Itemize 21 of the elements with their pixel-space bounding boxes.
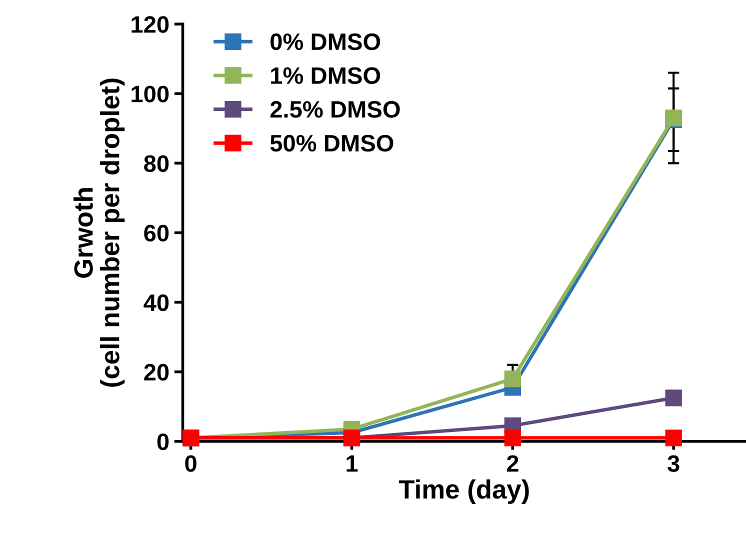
y-tick-label: 0 (157, 433, 169, 450)
legend-label: 2.5% DMSO (270, 101, 400, 118)
point (665, 430, 682, 446)
point (665, 390, 682, 406)
y-tick-label: 60 (144, 224, 169, 242)
legend-label: 1% DMSO (271, 67, 380, 84)
x-tick-label: 3 (668, 455, 680, 472)
x-tick-label: 0 (185, 455, 196, 472)
y-tick-label: 40 (144, 294, 169, 312)
y-tick-label: 100 (132, 86, 169, 102)
point (504, 430, 521, 446)
y-tick-label: 20 (144, 364, 169, 381)
point (504, 370, 521, 388)
x-tick-label: 2 (506, 455, 518, 472)
x-tick-label: 1 (346, 455, 358, 472)
y-tick-label: 80 (144, 155, 169, 172)
legend-label: 0% DMSO (270, 33, 380, 50)
y-axis-title: Grwoth (cell number per droplet) (74, 78, 125, 387)
y-tick-label: 120 (132, 16, 169, 33)
legend-label: 50% DMSO (270, 134, 394, 152)
x-axis-title: Time (day) (398, 479, 529, 504)
